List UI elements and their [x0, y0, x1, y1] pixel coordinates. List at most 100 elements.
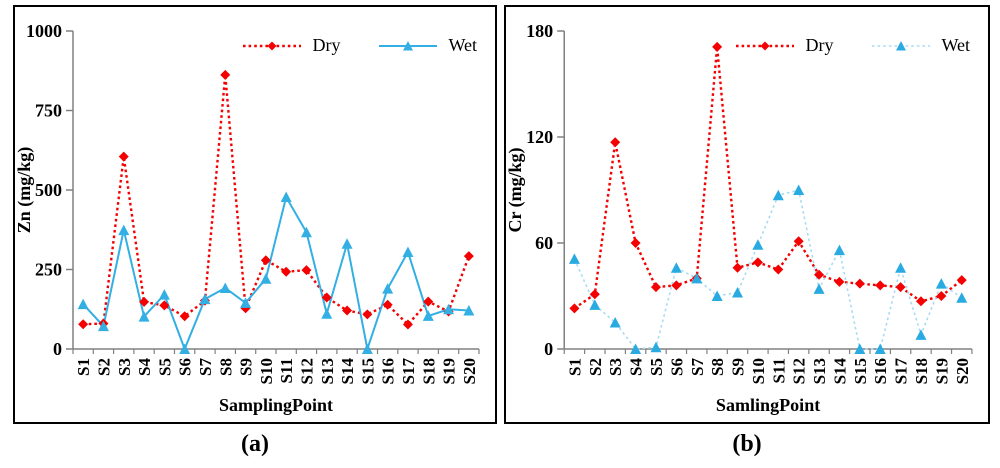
data-point-diamond	[712, 41, 723, 52]
data-point-diamond	[915, 296, 926, 307]
data-point-triangle	[691, 272, 703, 284]
data-point-diamond	[321, 292, 332, 303]
data-point-diamond	[220, 69, 231, 80]
panel-b-column: 0 60 120 180 S1 S2 S3 S4 S5 S6 S7 S8 S9 S10 S11 S12 S13 S…	[504, 5, 990, 468]
y-tick-label: 250	[35, 260, 62, 280]
data-point-triangle	[138, 311, 150, 322]
y-axis-title: Zn (mg/kg)	[15, 147, 35, 234]
legend-item-wet: Wet	[871, 35, 970, 56]
data-point-diamond	[875, 280, 886, 291]
data-point-triangle	[915, 329, 927, 340]
x-tick-label: S13	[318, 358, 337, 384]
panel-a-column: 0 250 500 750 1000 S1 S2 S3 S4 S5 S6 S7 S8 S9 S10 S11 S1…	[13, 5, 497, 468]
data-point-triangle	[670, 262, 682, 273]
x-tick-label: S6	[176, 358, 195, 376]
series-wet-markers	[77, 191, 475, 354]
x-tick-label: S17	[399, 358, 418, 385]
data-point-triangle	[630, 343, 642, 354]
data-point-triangle	[463, 305, 475, 316]
legend-label-wet: Wet	[448, 35, 477, 55]
data-point-triangle	[589, 299, 601, 310]
series-wet-line	[573, 189, 963, 350]
x-tick-label: S11	[769, 358, 788, 383]
data-point-triangle	[793, 184, 805, 195]
data-point-diamond	[159, 300, 170, 311]
data-point-diamond	[834, 276, 845, 287]
data-point-diamond	[732, 262, 743, 273]
data-point-triangle	[443, 303, 455, 315]
y-tick-label: 500	[35, 180, 62, 200]
data-point-triangle	[711, 290, 723, 301]
x-axis-title: SamlingPoint	[716, 395, 820, 415]
x-tick-label: S4	[627, 358, 646, 376]
data-point-diamond	[362, 309, 373, 320]
data-point-diamond	[301, 265, 312, 276]
x-tick-label: S5	[155, 358, 174, 376]
data-point-triangle	[179, 343, 191, 354]
data-point-triangle	[97, 320, 109, 332]
legend-sample-dry	[736, 41, 795, 50]
x-tick-label: S4	[135, 358, 154, 376]
data-point-diamond	[423, 296, 434, 307]
x-tick-label: S5	[647, 358, 666, 376]
x-tick-label: S20	[460, 358, 479, 384]
data-point-diamond	[463, 251, 474, 262]
y-tick-label: 180	[526, 21, 553, 41]
x-tick-label: S1	[74, 358, 93, 376]
legend-label-dry: Dry	[312, 35, 341, 55]
data-point-triangle	[219, 282, 231, 293]
x-tick-label: S17	[892, 358, 911, 385]
data-point-diamond	[895, 282, 906, 293]
x-tick-label: S7	[688, 358, 707, 376]
data-point-triangle	[382, 283, 394, 294]
x-tick-label: S19	[932, 358, 951, 384]
data-point-triangle	[874, 343, 886, 354]
data-point-triangle	[361, 343, 373, 354]
data-point-diamond	[630, 238, 641, 248]
data-point-triangle	[402, 246, 414, 258]
series-dry-markers	[569, 41, 967, 314]
data-point-triangle	[300, 226, 312, 238]
data-point-diamond	[281, 266, 292, 277]
data-point-triangle	[731, 286, 744, 298]
data-point-diamond	[956, 275, 967, 286]
y-tick-label: 750	[35, 101, 62, 121]
data-point-diamond	[773, 264, 784, 275]
data-point-triangle	[321, 308, 333, 319]
data-point-diamond	[854, 278, 865, 289]
data-point-triangle	[118, 224, 130, 236]
panel-a-frame: 0 250 500 750 1000 S1 S2 S3 S4 S5 S6 S7 S8 S9 S10 S11 S1…	[13, 5, 497, 424]
x-tick-label: S6	[667, 358, 686, 376]
caption-a: (a)	[241, 431, 269, 457]
data-point-triangle	[199, 293, 211, 305]
data-point-diamond	[760, 41, 770, 50]
data-point-triangle	[280, 191, 292, 202]
y-tick-label: 0	[53, 339, 62, 359]
x-tick-label: S10	[257, 358, 276, 384]
caption-b: (b)	[732, 431, 762, 457]
x-tick-label: S1	[565, 358, 584, 376]
data-point-diamond	[936, 291, 947, 301]
data-point-triangle	[895, 262, 907, 273]
data-point-diamond	[589, 289, 600, 300]
data-point-diamond	[118, 151, 129, 162]
data-point-diamond	[382, 299, 393, 310]
data-point-triangle	[568, 253, 580, 264]
data-point-triangle	[240, 297, 252, 308]
data-point-diamond	[650, 282, 661, 293]
x-tick-label: S16	[871, 358, 890, 385]
data-point-triangle	[813, 283, 825, 294]
x-tick-label: S11	[277, 358, 296, 384]
x-tick-label: S9	[729, 358, 748, 376]
y-tick-label: 60	[535, 233, 553, 253]
x-tick-label: S8	[708, 358, 727, 376]
y-tick-label: 1000	[26, 21, 62, 41]
series-wet-line	[82, 194, 469, 353]
x-axis-title: SamplingPoint	[219, 395, 333, 415]
x-tick-label: S13	[810, 358, 829, 384]
legend-label-wet: Wet	[941, 35, 970, 55]
data-point-diamond	[569, 303, 580, 314]
x-tick-label: S20	[953, 358, 972, 384]
